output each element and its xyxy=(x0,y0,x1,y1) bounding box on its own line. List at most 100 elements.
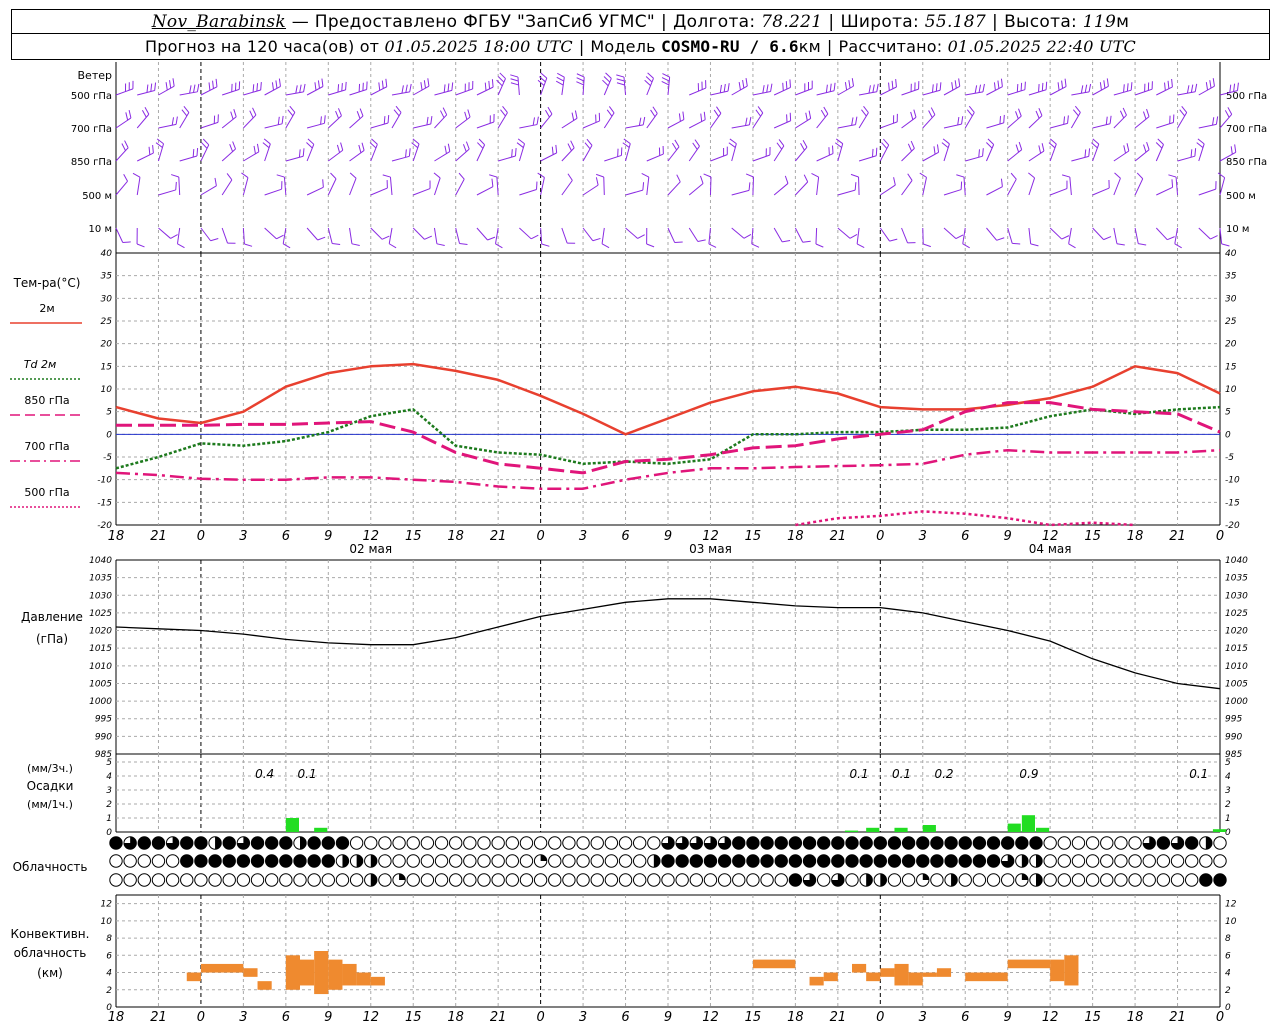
cloud-cover-symbol xyxy=(1100,854,1114,868)
cloud-cover-fill xyxy=(704,836,717,850)
legend-label: 2м xyxy=(39,302,54,315)
wind-barb-feather xyxy=(586,138,593,146)
wind-barb-feather xyxy=(189,85,192,94)
precip-tick-right: 1 xyxy=(1225,814,1231,824)
wind-barb-feather xyxy=(169,80,172,89)
wind-level-right: 500 гПа xyxy=(1226,91,1267,102)
wind-barb-feather xyxy=(751,243,760,248)
pressure-tick-right: 1030 xyxy=(1225,591,1248,601)
precip-bar xyxy=(1036,827,1050,832)
wind-barb-feather xyxy=(1084,84,1088,93)
conv-cloud-bar xyxy=(186,972,201,982)
wind-barb-shaft xyxy=(1156,122,1174,129)
wind-barb-feather xyxy=(850,173,859,178)
cloud-cover-symbol xyxy=(562,836,576,850)
wind-barb-feather xyxy=(447,143,451,152)
wind-barb-shaft xyxy=(455,116,471,129)
cloud-cover-symbol xyxy=(873,854,888,868)
wind-barb-feather xyxy=(1092,138,1100,145)
wind-barb-feather xyxy=(256,143,260,152)
wind-barb-feather xyxy=(1038,145,1042,154)
cloud-panel: Облачность xyxy=(13,836,1227,887)
wind-barb-shaft xyxy=(901,227,908,244)
wind-barb-shaft xyxy=(264,85,281,96)
cloud-cover-symbol xyxy=(180,836,194,850)
cloud-cover-symbol xyxy=(831,836,845,850)
wind-barb-feather xyxy=(430,116,433,125)
wind-barb-feather xyxy=(907,143,913,152)
cloud-cover-symbol xyxy=(1057,836,1072,850)
pressure-panel-unit: (гПа) xyxy=(36,632,68,646)
wind-barb-feather xyxy=(383,116,386,125)
wind-barb-feather xyxy=(570,140,575,149)
wind-barb-shaft xyxy=(1028,177,1036,196)
cloud-cover-symbol xyxy=(109,836,123,850)
wind-barb-feather xyxy=(1142,111,1147,120)
wind-barb-shaft xyxy=(221,179,233,196)
wind-barb-feather xyxy=(249,110,254,119)
wind-barb-shaft xyxy=(1049,188,1068,196)
cloud-cover-symbol xyxy=(420,836,435,850)
cloud-cover-symbol xyxy=(916,836,930,850)
wind-barb-shaft xyxy=(561,117,578,129)
wind-barb-feather xyxy=(1230,146,1233,155)
wind-barb-shaft xyxy=(1028,89,1047,96)
cloud-cover-symbol xyxy=(944,854,958,868)
cloud-cover-fill xyxy=(803,873,816,887)
wind-barb-feather xyxy=(888,82,890,91)
wind-barb-shaft xyxy=(306,122,325,129)
wind-barb-feather xyxy=(537,79,545,86)
wind-barb-feather xyxy=(576,77,585,82)
pressure-tick-right: 1010 xyxy=(1225,662,1248,672)
wind-barb-feather xyxy=(782,82,784,91)
wind-barb-feather xyxy=(652,106,658,114)
wind-barb-shaft xyxy=(837,189,856,196)
wind-barb-shaft xyxy=(476,186,494,196)
cloud-cover-symbol xyxy=(349,836,364,850)
wind-barb-shaft xyxy=(115,147,129,162)
forecast-start: 01.05.2025 18:00 UTC xyxy=(384,37,573,56)
cloud-cover-fill xyxy=(356,854,363,868)
wind-barb-feather xyxy=(412,138,420,145)
wind-barb-feather xyxy=(957,116,960,126)
cloud-cover-symbol xyxy=(491,873,505,887)
wind-barb-feather xyxy=(556,76,565,82)
precip-bar xyxy=(1007,823,1021,832)
wind-barb-feather xyxy=(395,105,402,113)
wind-barb-shaft xyxy=(433,177,441,196)
cloud-cover-symbol xyxy=(434,836,449,850)
temp-tick-right: 30 xyxy=(1225,294,1237,304)
cloud-cover-fill xyxy=(675,836,689,850)
wind-barb-feather xyxy=(820,109,826,118)
temp-series-line xyxy=(115,362,1221,436)
wind-barb-feather xyxy=(616,82,625,86)
wind-barb-feather xyxy=(844,82,848,91)
wind-barb-feather xyxy=(933,146,936,155)
wind-barb-feather xyxy=(381,80,384,89)
cloud-cover-symbol xyxy=(632,854,647,868)
wind-barb-feather xyxy=(171,174,179,178)
cloud-cover-symbol xyxy=(1170,873,1185,887)
conv-cloud-bar xyxy=(866,972,881,982)
wind-barb-shaft xyxy=(264,143,271,162)
cloud-cover-symbol xyxy=(335,836,350,850)
calc-label: Рассчитано: xyxy=(838,37,943,56)
conv-tick-right: 12 xyxy=(1225,900,1237,910)
wind-barb-feather xyxy=(1229,84,1232,93)
x-tick-label-bottom: 3 xyxy=(579,1010,587,1024)
wind-barb-feather xyxy=(802,139,808,148)
wind-barb-feather xyxy=(426,116,429,125)
precipitation-panel: (мм/3ч.) Осадки (мм/1ч.) 5 5 4 4 3 3 2 2 1 1 0 0 0.4… xyxy=(27,758,1231,838)
wind-barb-shaft xyxy=(1007,227,1013,244)
cloud-cover-symbol xyxy=(717,873,732,887)
wind-barb-shaft xyxy=(158,85,175,96)
wind-barb-feather xyxy=(175,181,177,190)
wind-barb-shaft xyxy=(1219,227,1223,244)
cloud-cover-symbol xyxy=(746,836,760,850)
wind-barb-feather xyxy=(336,144,341,153)
wind-barb-shaft xyxy=(689,87,707,96)
x-tick-label-bottom: 18 xyxy=(108,1010,125,1024)
wind-barb-shaft xyxy=(285,91,304,96)
cloud-cover-symbol xyxy=(392,836,406,850)
wind-barb-shaft xyxy=(901,88,919,96)
